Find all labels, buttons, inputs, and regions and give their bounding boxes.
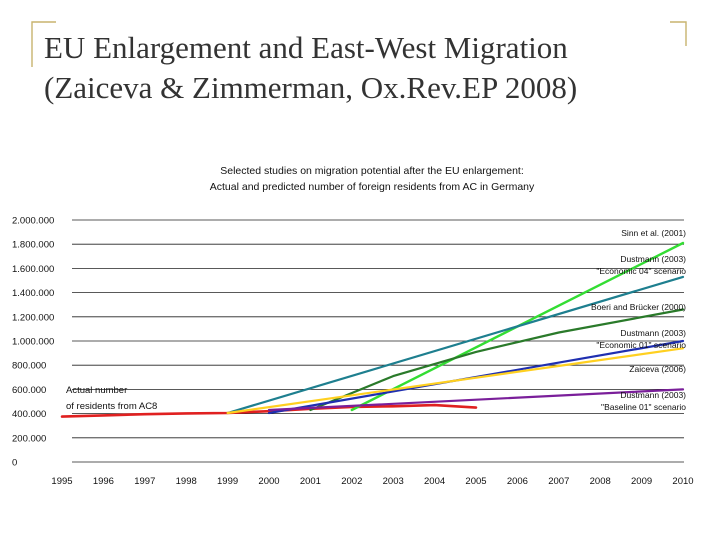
- chart-title-line-1: Selected studies on migration potential …: [220, 165, 524, 177]
- x-tick-label-2000: 2000: [258, 476, 279, 487]
- x-tick-label-2003: 2003: [383, 476, 404, 487]
- chart-titles: Selected studies on migration potential …: [210, 165, 535, 193]
- y-tick-label-5: 1.000.000: [12, 337, 54, 348]
- y-tick-label-3: 600.000: [12, 385, 46, 396]
- series-label-zaiceva-2006-0: Zaiceva (2006): [629, 364, 686, 374]
- slide-title-line-2: (Zaiceva & Zimmerman, Ox.Rev.EP 2008): [44, 70, 578, 105]
- x-tick-label-2004: 2004: [424, 476, 445, 487]
- annotations: Actual number of residents from AC8: [66, 385, 157, 412]
- slide-title-line-1: EU Enlargement and East-West Migration: [44, 30, 568, 65]
- series-label-dustmann-2003-baseline-01-scenario-0: Dustmann (2003): [620, 390, 686, 400]
- slide-title: EU Enlargement and East-West Migration (…: [44, 28, 704, 108]
- corner-bracket-top-right-path: [670, 21, 687, 46]
- corner-bracket-top-left-path: [31, 21, 56, 67]
- series-labels: Sinn et al. (2001) Dustmann (2003) "Econom…: [591, 228, 686, 412]
- series-label-sinn-et-al-2001-0: Sinn et al. (2001): [621, 228, 686, 238]
- y-axis-tick-labels: 0 200.000 400.000 600.000 800.000 1.000.000 1.…: [12, 216, 54, 469]
- gridlines: [72, 219, 684, 463]
- x-tick-label-2007: 2007: [548, 476, 569, 487]
- x-tick-label-2008: 2008: [590, 476, 611, 487]
- series-label-dustmann-2003-baseline-01-scenario-1: "Baseline 01" scenario: [601, 402, 686, 412]
- series-label-dustmann-2003-economic-01-scenario-1: "Economic 01" scenario: [596, 340, 686, 350]
- corner-bracket-top-right: [670, 21, 687, 46]
- series-label-boeri-and-br-cker-2000-0: Boeri and Brücker (2000): [591, 302, 686, 312]
- y-tick-label-4: 800.000: [12, 361, 46, 372]
- x-tick-label-2002: 2002: [341, 476, 362, 487]
- series-lines: [60, 241, 685, 418]
- x-tick-label-1998: 1998: [176, 476, 197, 487]
- x-tick-label-1995: 1995: [51, 476, 72, 487]
- x-tick-label-2001: 2001: [300, 476, 321, 487]
- series-label-dustmann-2003-economic-01-scenario-0: Dustmann (2003): [620, 328, 686, 338]
- chart-title-line-2: Actual and predicted number of foreign r…: [210, 181, 535, 193]
- x-tick-label-2010: 2010: [672, 476, 693, 487]
- actual-annotation-line-2: of residents from AC8: [66, 401, 157, 412]
- x-tick-label-1997: 1997: [134, 476, 155, 487]
- x-tick-label-2009: 2009: [631, 476, 652, 487]
- y-tick-label-2: 400.000: [12, 409, 46, 420]
- y-tick-label-6: 1.200.000: [12, 312, 54, 323]
- x-axis-tick-labels: 1995 1996 1997 1998 1999 2000 2001 2002 2003 2004…: [51, 476, 693, 487]
- series-line-dustmann-2003-economic-04-scenario: [226, 275, 685, 415]
- x-tick-label-1996: 1996: [93, 476, 114, 487]
- y-tick-label-1: 200.000: [12, 433, 46, 444]
- series-line-boeri-and-br-cker-2000: [309, 308, 685, 412]
- actual-annotation-line-1: Actual number: [66, 385, 127, 396]
- y-tick-label-8: 1.600.000: [12, 264, 54, 275]
- series-line-zaiceva-2006: [226, 347, 685, 415]
- migration-line-chart: Selected studies on migration potential …: [12, 165, 694, 487]
- y-tick-label-9: 1.800.000: [12, 240, 54, 251]
- y-tick-label-10: 2.000.000: [12, 216, 54, 227]
- series-label-dustmann-2003-economic-04-scenario-0: Dustmann (2003): [620, 254, 686, 264]
- y-tick-label-0: 0: [12, 458, 17, 469]
- corner-bracket-top-left: [31, 21, 56, 67]
- y-tick-label-7: 1.400.000: [12, 288, 54, 299]
- series-line-dustmann-2003-baseline-01-scenario: [267, 388, 685, 412]
- x-tick-label-2006: 2006: [507, 476, 528, 487]
- series-label-dustmann-2003-economic-04-scenario-1: "Economic 04" scenario: [596, 266, 686, 276]
- x-tick-label-2005: 2005: [465, 476, 486, 487]
- x-tick-label-1999: 1999: [217, 476, 238, 487]
